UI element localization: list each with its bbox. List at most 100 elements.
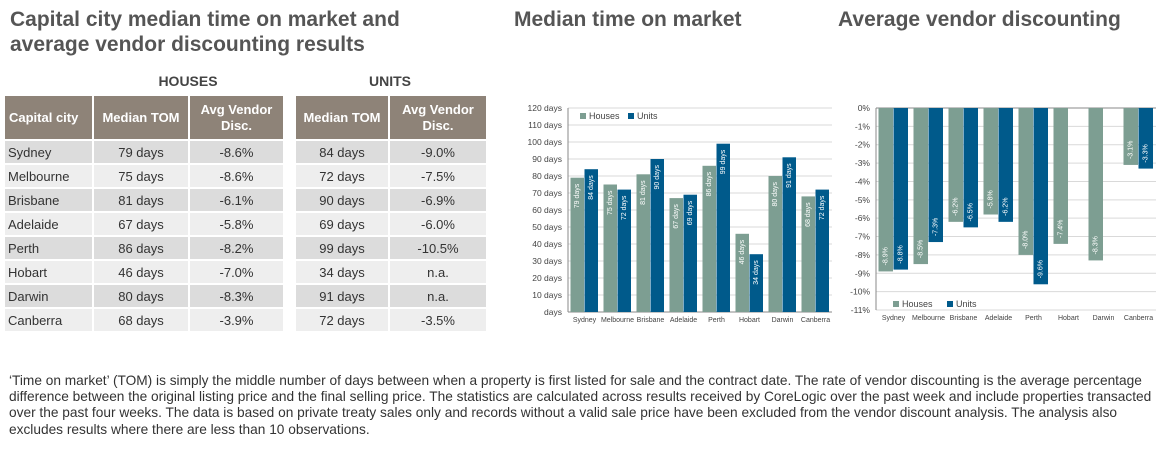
- units-table: Median TOM Avg Vendor Disc. 84 days -9.0%…: [294, 94, 488, 333]
- y-tick-label: 0%: [858, 103, 871, 113]
- units-group-heading: UNITS: [369, 73, 411, 89]
- bar-houses: [983, 108, 998, 215]
- houses-tom-cell: 67 days: [92, 211, 190, 237]
- bar-units: [893, 108, 908, 270]
- city-cell: Darwin: [3, 283, 94, 309]
- table-row: Adelaide 67 days -5.8%: [3, 211, 285, 237]
- data-label: 69 days: [687, 200, 694, 225]
- city-cell: Perth: [3, 235, 94, 261]
- bar-houses: [878, 108, 893, 272]
- data-label: 81 days: [640, 180, 647, 205]
- x-tick-label: Melbourne: [912, 315, 945, 322]
- table-row: 99 days -10.5%: [294, 235, 488, 261]
- table-row: Darwin 80 days -8.3%: [3, 283, 285, 309]
- y-tick-label: -3%: [855, 158, 871, 168]
- data-label: 86 days: [706, 171, 713, 196]
- x-tick-label: Sydney: [882, 315, 906, 322]
- legend-label: Houses: [902, 299, 933, 309]
- data-label: -7.4%: [1058, 220, 1065, 238]
- data-label: 67 days: [673, 204, 680, 229]
- bar-houses: [702, 165, 716, 312]
- y-tick-label: -9%: [855, 268, 871, 278]
- y-tick-label: 120 days: [528, 103, 563, 113]
- data-label: 84 days: [588, 175, 595, 200]
- data-label: 79 days: [574, 183, 581, 208]
- bar-units: [1138, 108, 1153, 169]
- bar-units: [716, 143, 730, 312]
- units-tom-cell: 91 days: [294, 283, 390, 309]
- data-label: -3.3%: [1143, 144, 1150, 162]
- houses-disc-cell: -8.6%: [188, 139, 285, 165]
- header-units-median-tom: Median TOM: [294, 94, 390, 141]
- units-disc-cell: -7.5%: [388, 163, 488, 189]
- tom-chart-title: Median time on market: [514, 8, 742, 31]
- bar-units: [928, 108, 943, 243]
- data-label: 80 days: [772, 182, 779, 207]
- bar-houses: [1088, 108, 1103, 261]
- data-label: 46 days: [739, 239, 746, 264]
- houses-disc-cell: -7.0%: [188, 259, 285, 285]
- table-row: Canberra 68 days -3.9%: [3, 307, 285, 333]
- table-row: Brisbane 81 days -6.1%: [3, 187, 285, 213]
- data-label: -8.0%: [1023, 231, 1030, 249]
- table-row: 69 days -6.0%: [294, 211, 488, 237]
- units-tom-cell: 72 days: [294, 163, 390, 189]
- units-tom-cell: 99 days: [294, 235, 390, 261]
- legend-label: Houses: [589, 111, 620, 121]
- x-tick-label: Melbourne: [601, 317, 634, 324]
- bar-units: [617, 189, 631, 312]
- bar-houses: [603, 184, 617, 312]
- bar-houses: [1018, 108, 1033, 255]
- x-tick-label: Hobart: [739, 317, 760, 324]
- table-row: 84 days -9.0%: [294, 139, 488, 165]
- y-tick-label: -4%: [855, 176, 871, 186]
- data-label: 90 days: [654, 165, 661, 190]
- table-row: Sydney 79 days -8.6%: [3, 139, 285, 165]
- y-tick-label: 60 days: [532, 205, 562, 215]
- data-label: 75 days: [607, 190, 614, 215]
- bar-houses: [1053, 108, 1068, 244]
- discount-chart-title: Average vendor discounting: [838, 8, 1121, 31]
- houses-disc-cell: -5.8%: [188, 211, 285, 237]
- legend-swatch: [947, 301, 953, 307]
- data-label: -8.8%: [898, 245, 905, 263]
- houses-tom-cell: 68 days: [92, 307, 190, 333]
- header-houses-median-tom: Median TOM: [92, 94, 190, 141]
- y-tick-label: 10 days: [532, 290, 562, 300]
- x-tick-label: Hobart: [1058, 315, 1079, 322]
- y-tick-label: 80 days: [532, 171, 562, 181]
- data-label: -7.3%: [933, 218, 940, 236]
- table-row: 72 days -7.5%: [294, 163, 488, 189]
- bar-units: [998, 108, 1013, 222]
- units-disc-cell: -9.0%: [388, 139, 488, 165]
- table-row: 91 days n.a.: [294, 283, 488, 309]
- data-label: -3.1%: [1128, 141, 1135, 159]
- y-tick-label: 110 days: [528, 120, 562, 130]
- data-label: -6.2%: [1003, 198, 1010, 216]
- data-label: 68 days: [805, 202, 812, 227]
- y-tick-label: -7%: [855, 232, 871, 242]
- y-tick-label: -11%: [851, 305, 871, 315]
- x-tick-label: Darwin: [1093, 315, 1115, 322]
- bar-houses: [636, 174, 650, 312]
- bar-houses: [801, 196, 815, 312]
- houses-tom-cell: 75 days: [92, 163, 190, 189]
- bar-units: [1033, 108, 1048, 285]
- houses-disc-cell: -8.6%: [188, 163, 285, 189]
- y-tick-label: -5%: [855, 195, 871, 205]
- y-tick-label: days: [544, 307, 562, 317]
- houses-group-heading: HOUSES: [158, 73, 218, 89]
- houses-table: Capital city Median TOM Avg Vendor Disc.…: [3, 94, 285, 333]
- data-label: 72 days: [819, 195, 826, 220]
- units-disc-cell: -6.0%: [388, 211, 488, 237]
- legend-swatch: [893, 301, 899, 307]
- units-disc-cell: -10.5%: [388, 235, 488, 261]
- data-label: -8.3%: [1093, 236, 1100, 254]
- houses-disc-cell: -6.1%: [188, 187, 285, 213]
- y-tick-label: 30 days: [532, 256, 562, 266]
- houses-tom-cell: 80 days: [92, 283, 190, 309]
- x-tick-label: Adelaide: [670, 317, 697, 324]
- x-tick-label: Brisbane: [950, 315, 978, 322]
- units-tom-cell: 34 days: [294, 259, 390, 285]
- bar-houses: [768, 176, 782, 312]
